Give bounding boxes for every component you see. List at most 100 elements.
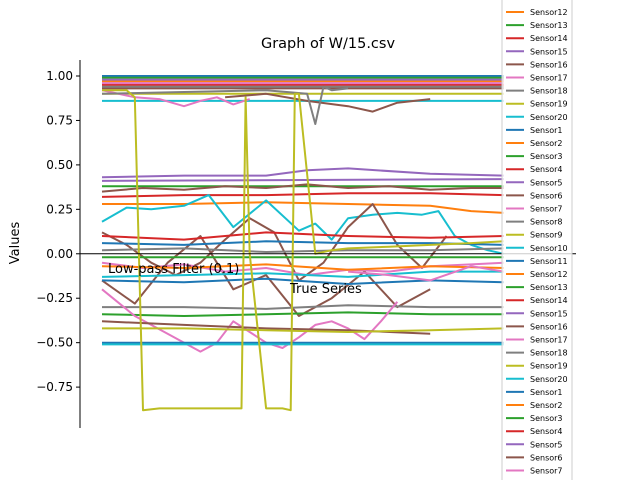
legend-label: Sensor17 (530, 74, 568, 83)
legend-entry: Sensor12 (506, 270, 568, 279)
y-tick-label: 0.75 (46, 113, 73, 127)
y-tick-label: −0.75 (36, 380, 73, 394)
legend-entry: Sensor3 (506, 152, 563, 161)
series-line-14 (101, 167, 505, 179)
legend-entry: Sensor7 (506, 205, 563, 214)
legend-entry: Sensor15 (506, 47, 568, 56)
series-line-28 (101, 263, 505, 271)
legend-entry: Sensor20 (506, 375, 568, 384)
series-lines (101, 75, 505, 412)
filter-annotation: Low-pass Filter (0.1) (108, 262, 239, 277)
legend-entry: Sensor19 (506, 100, 568, 109)
legend-entry: Sensor4 (506, 165, 563, 174)
legend-label: Sensor7 (530, 205, 563, 214)
series-line-29 (101, 277, 505, 285)
legend-entry: Sensor8 (506, 218, 563, 227)
y-tick-label: 0.25 (46, 202, 73, 216)
legend-entry: Sensor18 (506, 87, 568, 96)
legend-entry: Sensor5 (506, 440, 563, 449)
legend-label: Sensor3 (530, 152, 563, 161)
legend-label: Sensor12 (530, 8, 568, 17)
series-line-39 (102, 89, 505, 412)
legend-entry: Sensor5 (506, 178, 563, 187)
legend-box (501, 0, 573, 480)
legend-entry: Sensor18 (506, 349, 568, 358)
legend-entry: Sensor1 (506, 126, 563, 135)
legend-label: Sensor16 (530, 322, 568, 331)
chart-title: Graph of W/15.csv (261, 36, 395, 52)
legend-label: Sensor13 (530, 21, 568, 30)
series-line-25 (101, 247, 505, 253)
legend-label: Sensor11 (530, 257, 568, 266)
legend-entry: Sensor11 (506, 257, 568, 266)
legend-entry: Sensor19 (506, 362, 568, 371)
legend-label: Sensor15 (530, 47, 568, 56)
series-line-17 (101, 183, 504, 193)
legend-label: Sensor2 (530, 401, 563, 410)
legend-entry: Sensor1 (506, 388, 563, 397)
legend-label: Sensor6 (530, 453, 563, 462)
legend-label: Sensor5 (530, 440, 563, 449)
series-line-31 (348, 265, 505, 282)
y-tick-label: 0.50 (46, 158, 73, 172)
legend-label: Sensor13 (530, 283, 568, 292)
legend-label: Sensor20 (530, 375, 568, 384)
legend-label: Sensor12 (530, 270, 568, 279)
legend-label: Sensor2 (530, 139, 563, 148)
series-line-33 (101, 311, 504, 317)
legend-label: Sensor4 (530, 165, 563, 174)
legend-label: Sensor8 (530, 218, 563, 227)
legend-label: Sensor1 (530, 388, 563, 397)
legend-label: Sensor18 (530, 349, 568, 358)
series-line-30 (101, 270, 504, 278)
legend-label: Sensor18 (530, 87, 568, 96)
legend-entry: Sensor6 (506, 191, 563, 200)
legend-entry: Sensor16 (506, 322, 568, 331)
series-line-36 (102, 327, 505, 333)
legend-label: Sensor17 (530, 336, 568, 345)
series-line-13 (101, 85, 349, 125)
legend-label: Sensor5 (530, 178, 563, 187)
legend-label: Sensor4 (530, 427, 563, 436)
series-line-19 (102, 201, 505, 214)
legend-label: Sensor14 (530, 34, 568, 43)
axes: −0.75 −0.50 −0.25 0.00 0.25 0.50 0.75 1.00 (36, 60, 576, 428)
legend-label: Sensor15 (530, 309, 568, 318)
legend-entry: Sensor17 (506, 74, 568, 83)
legend: Sensor12 Sensor13 Sensor14 Sensor15 Sensor16… (501, 0, 573, 480)
legend-entry: Sensor12 (506, 8, 568, 17)
legend-entry: Sensor10 (506, 244, 568, 253)
y-ticks: −0.75 −0.50 −0.25 0.00 0.25 0.50 0.75 1.00 (36, 69, 80, 394)
series-line-12 (225, 92, 431, 113)
legend-entry: Sensor14 (506, 34, 568, 43)
legend-label: Sensor19 (530, 362, 568, 371)
legend-entry: Sensor20 (506, 113, 568, 122)
legend-label: Sensor7 (530, 467, 563, 476)
legend-entry: Sensor6 (506, 453, 563, 462)
legend-label: Sensor1 (530, 126, 563, 135)
y-tick-label: −0.25 (36, 291, 73, 305)
legend-entry: Sensor4 (506, 427, 563, 436)
legend-label: Sensor16 (530, 60, 568, 69)
legend-entry: Sensor13 (506, 283, 568, 292)
legend-entry: Sensor13 (506, 21, 568, 30)
legend-entry: Sensor9 (506, 231, 563, 240)
series-line-18 (101, 192, 505, 198)
series-line-32 (102, 304, 504, 310)
legend-entry: Sensor2 (506, 401, 563, 410)
legend-label: Sensor10 (530, 244, 568, 253)
legend-entry: Sensor16 (506, 60, 568, 69)
legend-entry: Sensor3 (506, 414, 563, 423)
y-axis-label: Values (8, 222, 23, 265)
legend-label: Sensor14 (530, 296, 568, 305)
legend-label: Sensor6 (530, 191, 563, 200)
legend-label: Sensor9 (530, 231, 563, 240)
series-annotation: True Series (289, 282, 362, 297)
legend-entry: Sensor7 (506, 467, 563, 476)
legend-entry: Sensor15 (506, 309, 568, 318)
legend-entry: Sensor17 (506, 336, 568, 345)
legend-label: Sensor3 (530, 414, 563, 423)
legend-label: Sensor19 (530, 100, 568, 109)
series-line-20 (101, 194, 505, 255)
